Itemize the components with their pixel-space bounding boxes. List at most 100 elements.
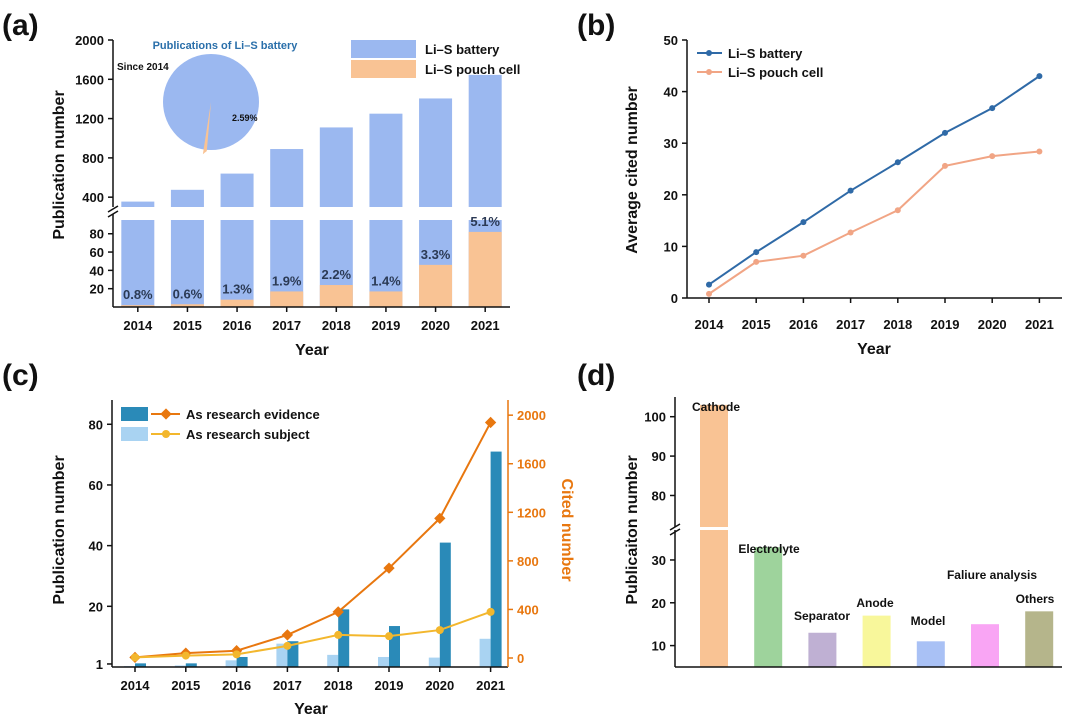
y-tick-label-b: 0 bbox=[671, 291, 678, 306]
bar-c-evidence bbox=[185, 663, 197, 667]
bar-a-battery-lower bbox=[121, 220, 155, 307]
x-tick-label-a: 2017 bbox=[272, 318, 301, 333]
ratio-label-a: 3.3% bbox=[421, 247, 451, 262]
y2-tick-label-c: 1200 bbox=[517, 505, 546, 520]
line-b-battery bbox=[708, 75, 1040, 286]
bar-c-subject bbox=[174, 665, 186, 667]
x-tick-label-c: 2014 bbox=[121, 678, 151, 693]
bar-a-battery-lower bbox=[170, 220, 204, 307]
bar-c-evidence bbox=[389, 626, 400, 667]
ratio-label-a: 0.8% bbox=[123, 287, 153, 302]
x-tick-label-b: 2016 bbox=[789, 317, 818, 332]
point-c-subject bbox=[283, 641, 292, 650]
bar-a-pouch bbox=[319, 285, 353, 307]
ratio-label-a: 2.2% bbox=[321, 267, 351, 282]
point-b-pouch bbox=[847, 229, 854, 236]
y-tick-label-c: 40 bbox=[89, 539, 103, 554]
point-c-subject bbox=[334, 630, 343, 639]
bar-a-battery-upper bbox=[369, 113, 403, 207]
bar-c-subject bbox=[276, 643, 288, 667]
point-b-pouch bbox=[800, 252, 807, 259]
bar-a-pouch bbox=[369, 291, 403, 307]
bar-c-evidence bbox=[135, 663, 146, 667]
point-b-pouch bbox=[706, 290, 712, 297]
y-axis-title-a: Publication number bbox=[51, 90, 68, 239]
legend-label-a-pouch: Li–S pouch cell bbox=[425, 62, 520, 77]
y-tick-label-d: 10 bbox=[652, 639, 666, 654]
bar-a-battery-upper bbox=[468, 74, 502, 207]
bar-a-pouch bbox=[270, 291, 304, 307]
bar-c-evidence bbox=[439, 542, 451, 667]
bar-a-pouch bbox=[220, 299, 254, 307]
panel-label-a: (a) bbox=[2, 9, 39, 42]
y-tick-label-a: 400 bbox=[82, 190, 104, 205]
line-c-evidence bbox=[134, 421, 492, 659]
y-tick-label-a: 1200 bbox=[75, 112, 104, 127]
x-tick-label-c: 2020 bbox=[425, 678, 454, 693]
point-b-battery bbox=[894, 159, 901, 166]
bar-a-pouch bbox=[419, 264, 453, 307]
x-tick-label-a: 2014 bbox=[123, 318, 153, 333]
axis-break-a bbox=[107, 205, 119, 213]
point-b-pouch bbox=[989, 153, 996, 160]
x-tick-label-b: 2014 bbox=[695, 317, 725, 332]
x-tick-label-b: 2020 bbox=[978, 317, 1007, 332]
point-b-pouch bbox=[942, 162, 948, 169]
x-tick-label-b: 2019 bbox=[931, 317, 960, 332]
panel-label-d: (d) bbox=[577, 359, 615, 392]
bar-c-subject bbox=[327, 654, 339, 667]
y-axis-title-d: Publicaiton number bbox=[624, 455, 641, 604]
bar-d bbox=[916, 641, 945, 667]
bar-a-battery-upper bbox=[170, 189, 204, 207]
bar-a-battery-upper bbox=[270, 149, 304, 207]
x-tick-label-b: 2021 bbox=[1025, 317, 1054, 332]
y-tick-label-b: 10 bbox=[664, 239, 678, 254]
bar-label-d: Others bbox=[1016, 592, 1055, 606]
point-b-battery bbox=[706, 281, 712, 288]
bar-label-d: Electrolyte bbox=[738, 542, 800, 556]
ratio-label-a: 1.4% bbox=[371, 273, 401, 288]
point-b-pouch bbox=[753, 258, 760, 265]
x-axis-title-c: Year bbox=[294, 701, 328, 718]
x-tick-label-a: 2016 bbox=[223, 318, 252, 333]
bar-c-subject bbox=[428, 657, 440, 667]
bar-label-d: Cathode bbox=[692, 400, 740, 414]
bar-c-evidence bbox=[490, 451, 502, 667]
pie-slice-pouch bbox=[202, 102, 211, 155]
y2-tick-label-c: 1600 bbox=[517, 457, 546, 472]
point-c-evidence bbox=[383, 562, 395, 574]
point-b-battery bbox=[1036, 73, 1043, 80]
legend-marker-c bbox=[160, 408, 172, 420]
y-tick-label-d: 30 bbox=[652, 553, 666, 568]
y2-tick-label-c: 2000 bbox=[517, 408, 546, 423]
inset-note-a: Since 2014 bbox=[117, 62, 169, 73]
point-b-battery bbox=[847, 187, 854, 194]
axis-break-d bbox=[669, 528, 681, 536]
bar-a-pouch bbox=[468, 231, 502, 307]
point-b-battery bbox=[942, 129, 948, 136]
y-tick-label-a: 60 bbox=[90, 245, 104, 260]
y2-axis-title-c: Cited number bbox=[558, 478, 575, 581]
bar-label-d: Anode bbox=[856, 596, 894, 610]
point-b-battery bbox=[989, 105, 996, 112]
bar-c-subject bbox=[479, 638, 491, 667]
x-tick-label-a: 2020 bbox=[421, 318, 450, 333]
x-tick-label-c: 2016 bbox=[222, 678, 251, 693]
x-tick-label-c: 2019 bbox=[375, 678, 404, 693]
x-tick-label-a: 2021 bbox=[471, 318, 500, 333]
bar-d-lower bbox=[700, 530, 728, 667]
point-c-evidence bbox=[484, 416, 497, 429]
point-b-battery bbox=[800, 219, 807, 226]
x-tick-label-a: 2015 bbox=[173, 318, 202, 333]
x-axis-title-a: Year bbox=[295, 342, 329, 359]
bar-d-upper bbox=[700, 404, 728, 527]
ratio-label-a: 5.1% bbox=[470, 214, 500, 229]
y2-tick-label-c: 800 bbox=[517, 554, 539, 569]
x-tick-label-b: 2017 bbox=[836, 317, 865, 332]
bar-label-d: Model bbox=[911, 614, 946, 628]
y-tick-label-b: 30 bbox=[664, 136, 678, 151]
ratio-label-a: 0.6% bbox=[173, 286, 203, 301]
y-tick-label-c: 20 bbox=[89, 599, 103, 614]
bar-c-evidence bbox=[338, 609, 350, 667]
